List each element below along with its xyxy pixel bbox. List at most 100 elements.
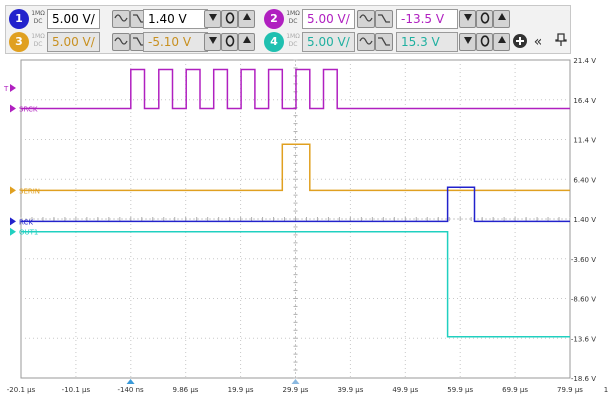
triangle-down-icon xyxy=(463,14,472,21)
x-tick-label: 59.9 µs xyxy=(447,386,473,394)
channel-2-offset-zero-button[interactable] xyxy=(476,10,493,28)
channel-3-scale-field[interactable]: 5.00 V/ xyxy=(47,32,100,52)
trace-label-serin: SERIN xyxy=(19,187,40,195)
graticule xyxy=(20,59,571,379)
channel-4-ac-wave-button[interactable] xyxy=(357,33,375,51)
channel-markers: SRCK SERIN RCK OUT1 T xyxy=(3,84,40,237)
channel-1-offset-down-button[interactable] xyxy=(204,10,221,28)
channel-4-offset-up-button[interactable] xyxy=(493,33,510,51)
channel-4-offset-zero-button[interactable] xyxy=(476,33,493,51)
x-axis-labels: -20.1 µs -10.1 µs -140 ns 9.86 µs 19.9 µs 29.… xyxy=(7,379,608,394)
zero-icon xyxy=(225,12,234,24)
y-tick-label: 21.4 V xyxy=(573,57,596,65)
x-tick-label: -20.1 µs xyxy=(7,386,36,394)
marker-srck-icon xyxy=(10,104,16,113)
toolbar-row-2: 3 1MΩ DC 5.00 V/ -5.10 V 4 1MΩ DC 5.00 V/ … xyxy=(6,31,570,53)
toolbar-row-1: 1 1MΩ DC 5.00 V/ 1.40 V 2 1MΩ DC 5.00 V/ -… xyxy=(6,8,570,30)
channel-4-dc-wave-button[interactable] xyxy=(375,33,393,51)
channel-2-offset-field[interactable]: -13.5 V xyxy=(396,9,458,29)
channel-3-offset-zero-button[interactable] xyxy=(221,33,238,51)
channel-2-dc-wave-button[interactable] xyxy=(375,10,393,28)
channel-2-ac-wave-button[interactable] xyxy=(357,10,375,28)
y-tick-label: -3.60 V xyxy=(571,256,596,264)
channel-3-ac-wave-button[interactable] xyxy=(112,33,130,51)
y-axis-labels: 21.4 V 16.4 V 11.4 V 6.40 V 1.40 V -3.60 V -8.… xyxy=(571,57,596,383)
trace-serin xyxy=(21,143,570,192)
y-tick-label: -18.6 V xyxy=(571,375,596,383)
channel-3-coupling: 1MΩ DC xyxy=(31,33,45,48)
x-tick-label: 1 xyxy=(604,386,608,394)
channel-1-offset-zero-button[interactable] xyxy=(221,10,238,28)
triangle-up-icon xyxy=(242,13,251,20)
plus-circle-icon xyxy=(513,34,527,48)
trigger-marker-icon xyxy=(10,84,16,92)
trace-label-out1: OUT1 xyxy=(19,229,38,237)
trace-label-rck: RCK xyxy=(19,218,33,226)
x-tick-label: 49.9 µs xyxy=(392,386,418,394)
channel-2-scale-field[interactable]: 5.00 V/ xyxy=(302,9,355,29)
trace-rck xyxy=(21,186,570,223)
zero-icon xyxy=(480,12,489,24)
triangle-down-icon xyxy=(208,37,217,44)
channel-1-offset-up-button[interactable] xyxy=(238,10,255,28)
channel-1-badge[interactable]: 1 xyxy=(9,9,29,29)
channel-toolbar: 1 1MΩ DC 5.00 V/ 1.40 V 2 1MΩ DC 5.00 V/ -… xyxy=(5,5,571,54)
channel-1-ac-wave-button[interactable] xyxy=(112,10,130,28)
triangle-down-icon xyxy=(208,14,217,21)
channel-3-badge[interactable]: 3 xyxy=(9,32,29,52)
time-marker-icon xyxy=(126,379,135,384)
ramp-wave-icon xyxy=(378,37,390,46)
sine-wave-icon xyxy=(359,37,373,45)
time-marker-icon xyxy=(291,379,300,384)
x-tick-label: 79.9 µs xyxy=(557,386,583,394)
sine-wave-icon xyxy=(359,14,373,22)
channel-4-offset-field[interactable]: 15.3 V xyxy=(396,32,458,52)
channel-2-coupling: 1MΩ DC xyxy=(286,10,300,25)
y-tick-label: 11.4 V xyxy=(573,137,596,145)
channel-2-offset-up-button[interactable] xyxy=(493,10,510,28)
trace-label-srck: SRCK xyxy=(19,105,38,113)
zero-icon xyxy=(225,35,234,47)
x-tick-label: 39.9 µs xyxy=(337,386,363,394)
x-tick-label: -10.1 µs xyxy=(62,386,91,394)
channel-4-scale-field[interactable]: 5.00 V/ xyxy=(302,32,355,52)
pin-icon[interactable] xyxy=(552,33,570,51)
channel-3-offset-field[interactable]: -5.10 V xyxy=(143,32,208,52)
y-tick-label: -8.60 V xyxy=(571,296,596,304)
channel-3-offset-down-button[interactable] xyxy=(204,33,221,51)
y-tick-label: 6.40 V xyxy=(573,176,596,184)
triangle-up-icon xyxy=(497,36,506,43)
x-tick-label: 69.9 µs xyxy=(502,386,528,394)
sine-wave-icon xyxy=(114,14,128,22)
marker-out1-icon xyxy=(10,227,16,236)
sine-wave-icon xyxy=(114,37,128,45)
channel-1-coupling: 1MΩ DC xyxy=(31,10,45,25)
channel-2-offset-down-button[interactable] xyxy=(459,10,476,28)
triangle-down-icon xyxy=(463,37,472,44)
y-tick-label: -13.6 V xyxy=(571,335,596,343)
trace-srck xyxy=(21,68,570,110)
y-tick-label: 16.4 V xyxy=(573,97,596,105)
x-tick-label: 19.9 µs xyxy=(228,386,254,394)
x-tick-label: 9.86 µs xyxy=(173,386,199,394)
triangle-up-icon xyxy=(242,36,251,43)
channel-1-scale-field[interactable]: 5.00 V/ xyxy=(47,9,100,29)
add-channel-icon[interactable] xyxy=(511,33,529,51)
ramp-wave-icon xyxy=(378,14,390,23)
y-tick-label: 1.40 V xyxy=(573,216,596,224)
channel-2-badge[interactable]: 2 xyxy=(264,9,284,29)
collapse-double-chevron-icon[interactable]: « xyxy=(533,34,543,50)
pushpin-icon xyxy=(555,33,567,46)
zero-icon xyxy=(480,35,489,47)
channel-4-badge[interactable]: 4 xyxy=(264,32,284,52)
trigger-label: T xyxy=(3,85,9,93)
x-tick-label: 29.9 µs xyxy=(283,386,309,394)
x-tick-label: -140 ns xyxy=(117,386,144,394)
marker-serin-icon xyxy=(10,186,16,195)
channel-4-offset-down-button[interactable] xyxy=(459,33,476,51)
trace-out1 xyxy=(21,230,570,338)
channel-4-coupling: 1MΩ DC xyxy=(286,33,300,48)
channel-3-offset-up-button[interactable] xyxy=(238,33,255,51)
waveform-traces xyxy=(21,68,570,338)
